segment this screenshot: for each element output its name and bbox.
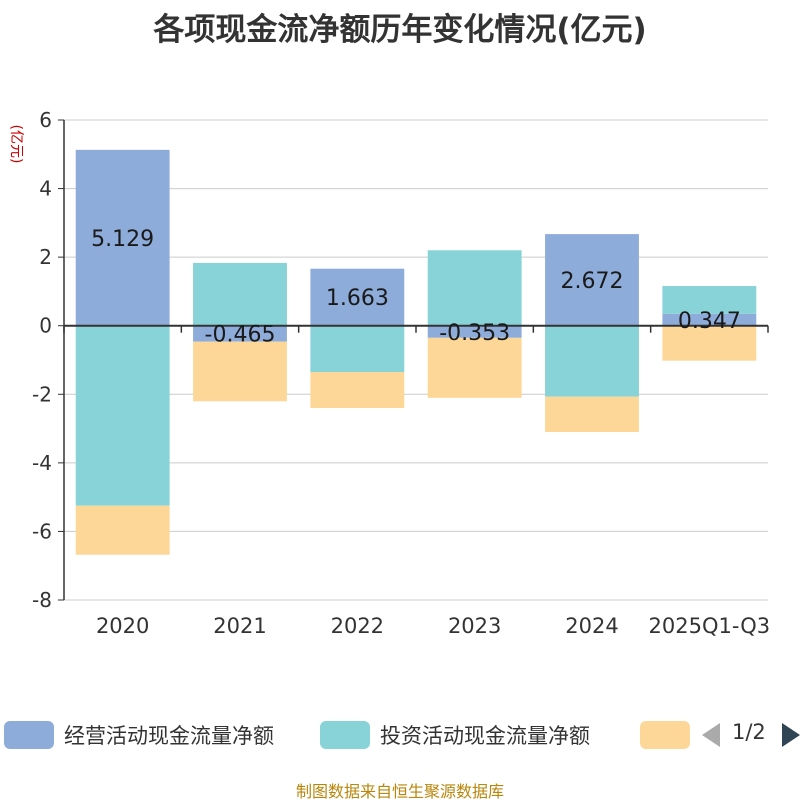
gridlines (64, 119, 768, 601)
source-footer: 制图数据来自恒生聚源数据库 (295, 782, 504, 801)
x-tick-label: 2022 (331, 614, 384, 638)
y-tick-label: 6 (39, 108, 52, 132)
bar-series1-2021 (193, 325, 287, 342)
bar-series2-2020 (75, 325, 170, 506)
legend: 经营活动现金流量净额 投资活动现金流量净额 1/2 (0, 718, 800, 752)
bar-series3-2021 (193, 341, 287, 402)
y-tick-label: -4 (32, 451, 52, 475)
legend-swatch-investing (320, 721, 370, 749)
legend-label-operating: 经营活动现金流量净额 (64, 724, 274, 748)
y-tick-label: -6 (32, 519, 52, 543)
y-tick-label: -2 (32, 382, 52, 406)
data-label: 2.672 (561, 269, 624, 294)
data-label: -0.353 (439, 321, 510, 346)
axes: 6 4 2 0 -2 -4 -6 -8 2020 2021 2022 2023 2024 2025Q1-Q… (32, 108, 770, 638)
legend-item-operating[interactable]: 经营活动现金流量净额 (4, 718, 274, 752)
bar-series3-2022 (310, 372, 405, 408)
data-label: 0.347 (678, 309, 741, 334)
x-tick-label: 2024 (565, 614, 618, 638)
bar-series1-2025Q1-Q3 (662, 313, 757, 326)
y-tick-label: -8 (32, 588, 52, 612)
bar-series3-2023 (427, 337, 522, 398)
legend-pager: 1/2 (732, 720, 766, 744)
bar-series2-2024 (545, 325, 639, 397)
bar-series2-2025Q1-Q3 (662, 286, 757, 314)
x-tick-label: 2025Q1-Q3 (649, 614, 771, 638)
bars (75, 149, 757, 555)
bar-series2-2023 (427, 250, 522, 326)
data-label: -0.465 (205, 323, 276, 348)
triangle-left-icon[interactable] (702, 723, 720, 747)
legend-swatch-third (640, 721, 690, 749)
y-tick-label: 0 (39, 314, 52, 338)
y-tick-label: 2 (39, 245, 52, 269)
triangle-right-icon[interactable] (782, 723, 800, 747)
legend-swatch-operating (4, 721, 54, 749)
bar-series2-2021 (193, 262, 287, 326)
y-unit-label: (亿元) (8, 125, 24, 164)
bar-series1-2022 (310, 268, 405, 326)
bar-series3-2025Q1-Q3 (662, 325, 757, 361)
y-tick-label: 4 (39, 177, 52, 201)
legend-label-investing: 投资活动现金流量净额 (380, 724, 590, 748)
legend-item-third[interactable] (640, 718, 690, 752)
data-label: 1.663 (326, 286, 389, 311)
bar-series1-2020 (75, 149, 170, 326)
bar-series1-2023 (427, 325, 522, 338)
x-tick-label: 2023 (448, 614, 501, 638)
bar-series2-2022 (310, 325, 405, 372)
data-label: 5.129 (91, 227, 154, 252)
bar-series3-2024 (545, 396, 639, 432)
bar-series1-2024 (545, 234, 639, 326)
chart-title: 各项现金流净额历年变化情况(亿元) (153, 12, 647, 48)
x-tick-label: 2020 (96, 614, 149, 638)
x-tick-label: 2021 (213, 614, 266, 638)
bar-labels: 5.129 -0.465 1.663 -0.353 2.672 0.347 (91, 227, 741, 348)
legend-item-investing[interactable]: 投资活动现金流量净额 (320, 718, 590, 752)
bar-series3-2020 (75, 505, 170, 555)
